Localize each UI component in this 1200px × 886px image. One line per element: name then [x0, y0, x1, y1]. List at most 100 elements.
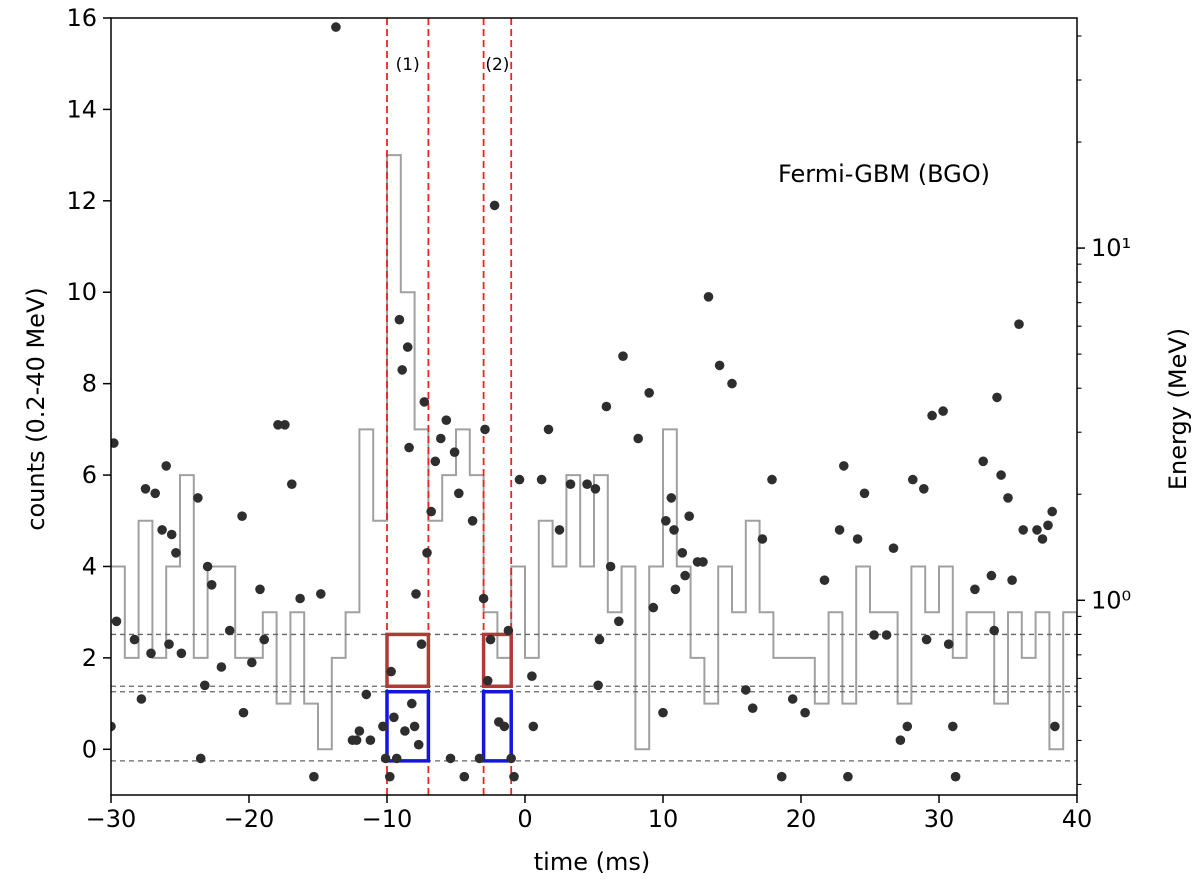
photon-event-point	[422, 548, 432, 558]
photon-event-point	[247, 657, 257, 668]
photon-event-point	[140, 484, 151, 494]
photon-event-point	[1043, 520, 1053, 531]
y-tick-label: 6	[82, 461, 97, 489]
y-axis-label: counts (0.2-40 MeV)	[22, 287, 50, 530]
photon-event-point	[582, 479, 592, 490]
y2-axis-label: Energy (MeV)	[1164, 328, 1192, 490]
photon-event-point	[200, 680, 210, 691]
photon-event-point	[536, 474, 547, 485]
photon-event-point	[601, 401, 612, 412]
photon-event-point	[839, 461, 849, 471]
photon-event-point	[633, 433, 643, 444]
photon-event-point	[757, 534, 768, 544]
photon-event-point	[351, 735, 362, 745]
photon-event-point	[714, 360, 725, 371]
photon-event-point	[908, 474, 918, 485]
photon-event-point	[950, 771, 961, 782]
energy-band-box	[481, 689, 513, 763]
photon-event-point	[996, 470, 1006, 480]
photon-event-point	[467, 516, 478, 526]
photon-event-point	[413, 739, 424, 750]
photon-event-point	[593, 680, 603, 691]
photon-event-point	[397, 365, 408, 375]
photon-event-point	[237, 511, 247, 521]
photon-event-point	[171, 548, 181, 558]
photon-event-point	[394, 314, 405, 325]
photon-event-point	[449, 447, 460, 458]
photon-event-point	[986, 570, 997, 581]
photon-event-point	[1014, 319, 1024, 330]
photon-event-point	[255, 584, 265, 595]
photon-event-point	[146, 648, 156, 659]
x-tick-label: 10	[648, 805, 679, 833]
x-tick-label: −30	[86, 805, 137, 833]
photon-event-point	[1037, 534, 1048, 544]
photon-event-point	[206, 580, 217, 590]
photon-event-point	[499, 721, 510, 732]
photon-event-point	[989, 625, 999, 636]
photon-event-point	[970, 584, 980, 595]
photon-event-point	[426, 506, 437, 517]
interval-label-1: (1)	[396, 55, 420, 75]
photon-event-point	[741, 685, 751, 695]
photon-event-point	[409, 721, 420, 732]
photon-event-point	[391, 753, 402, 764]
photon-event-point	[698, 557, 708, 567]
photon-event-point	[259, 634, 270, 645]
photon-event-point	[902, 721, 913, 732]
photon-event-point	[859, 488, 870, 499]
photon-event-point	[216, 662, 227, 672]
photon-event-point	[938, 406, 948, 416]
photon-event-point	[1032, 525, 1042, 535]
y-tick-label: 4	[82, 552, 97, 580]
photon-event-point	[514, 474, 525, 485]
photon-event-point	[361, 689, 372, 700]
photon-event-point	[684, 511, 694, 521]
y-tick-label: 2	[82, 644, 97, 672]
photon-event-point	[776, 771, 787, 782]
photon-event-point	[164, 639, 174, 649]
x-tick-label: 0	[517, 805, 532, 833]
photon-event-point	[441, 415, 452, 426]
photon-event-point	[157, 525, 167, 535]
y2-tick-label: 10¹	[1091, 234, 1131, 262]
photon-event-point	[834, 525, 845, 535]
photon-event-point	[927, 410, 937, 421]
photon-event-point	[193, 493, 203, 503]
photon-event-point	[554, 525, 565, 535]
photon-event-point	[386, 666, 396, 677]
photon-event-point	[202, 561, 213, 572]
photon-event-point	[1003, 493, 1013, 503]
photon-event-point	[888, 543, 899, 553]
photon-event-point	[747, 703, 758, 713]
photon-event-point	[111, 721, 116, 732]
photon-event-point	[503, 625, 514, 636]
photon-event-point	[454, 488, 464, 499]
photon-event-point	[136, 694, 147, 704]
photon-event-point	[280, 420, 290, 430]
photon-event-point	[727, 378, 737, 389]
photon-event-point	[445, 753, 456, 764]
y-tick-label: 12	[66, 187, 97, 215]
photon-event-point	[354, 726, 365, 736]
photon-event-point	[1050, 721, 1060, 732]
photon-event-point	[992, 392, 1002, 403]
photon-event-point	[485, 634, 496, 645]
y-tick-label: 14	[66, 95, 97, 123]
photon-event-point	[459, 771, 470, 782]
x-tick-label: 30	[924, 805, 955, 833]
photon-event-point	[482, 675, 493, 686]
y-tick-label: 8	[82, 370, 97, 398]
photon-event-point	[411, 589, 421, 599]
photon-event-point	[594, 634, 605, 645]
instrument-label: Fermi-GBM (BGO)	[778, 160, 990, 188]
photon-event-point	[416, 639, 427, 649]
photon-event-point	[869, 630, 879, 640]
photon-event-point	[614, 616, 624, 627]
axes: −30 −20 −10 0 10 20 30 40 0 2 4 6 8 10 12 14 16 10⁰ 10¹	[66, 4, 1131, 833]
x-axis-label: time (ms)	[534, 848, 650, 876]
photon-event-point	[436, 433, 446, 444]
photon-event-point	[380, 753, 391, 764]
photon-event-point	[489, 200, 500, 211]
photon-event-point	[385, 771, 395, 782]
